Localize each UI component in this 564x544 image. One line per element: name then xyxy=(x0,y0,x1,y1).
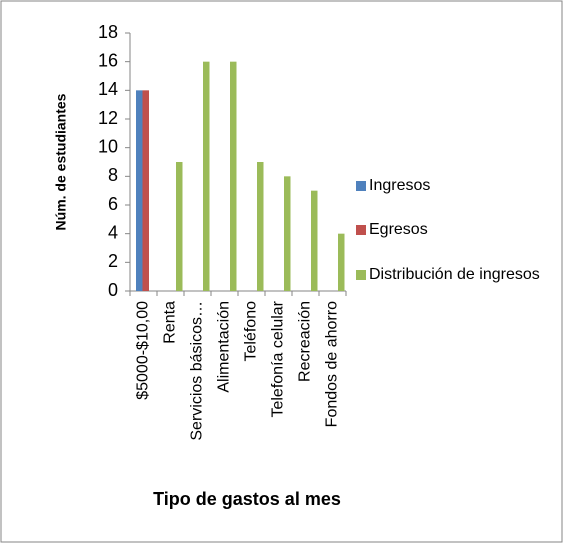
y-tick-label: 4 xyxy=(108,222,118,242)
x-tick-label: $5000-$10,00 xyxy=(135,301,152,400)
y-tick-label: 10 xyxy=(98,136,118,156)
legend-swatch xyxy=(356,181,366,191)
bar xyxy=(230,61,237,291)
y-tick-label: 6 xyxy=(108,194,118,214)
legend-label: Egresos xyxy=(369,221,428,238)
y-tick-label: 14 xyxy=(98,79,118,99)
legend-item: Egresos xyxy=(369,221,428,238)
bar xyxy=(311,190,318,291)
bar xyxy=(284,176,291,291)
bar xyxy=(136,90,143,291)
y-tick-label: 12 xyxy=(98,108,118,128)
x-axis-title: Tipo de gastos al mes xyxy=(153,489,341,509)
bar xyxy=(338,233,345,291)
x-tick-label: Fondos de ahorro xyxy=(324,301,341,427)
x-tick-label: Recreación xyxy=(297,301,314,382)
bar xyxy=(142,90,149,291)
y-tick-label: 16 xyxy=(98,50,118,70)
legend-item: Distribución de ingresos xyxy=(369,266,540,283)
x-tick-label: Teléfono xyxy=(243,301,260,362)
y-tick-label: 18 xyxy=(98,22,118,42)
y-tick-label: 8 xyxy=(108,165,118,185)
x-tick-label: Telefonía celular xyxy=(270,300,287,417)
legend-swatch xyxy=(356,225,366,235)
y-tick-label: 0 xyxy=(108,280,118,300)
x-tick-label: Servicios básicos… xyxy=(189,301,206,441)
legend-item: Ingresos xyxy=(369,177,431,194)
bar xyxy=(203,61,210,291)
y-tick-label: 2 xyxy=(108,251,118,271)
legend-label: Ingresos xyxy=(369,177,431,194)
legend-swatch xyxy=(356,270,366,280)
legend-label: Distribución de ingresos xyxy=(369,266,540,283)
bar xyxy=(176,162,183,291)
y-axis-title: Núm. de estudiantes xyxy=(53,93,69,230)
x-tick-label: Alimentación xyxy=(216,301,233,393)
x-tick-label: Renta xyxy=(162,301,179,344)
bar xyxy=(257,162,264,291)
